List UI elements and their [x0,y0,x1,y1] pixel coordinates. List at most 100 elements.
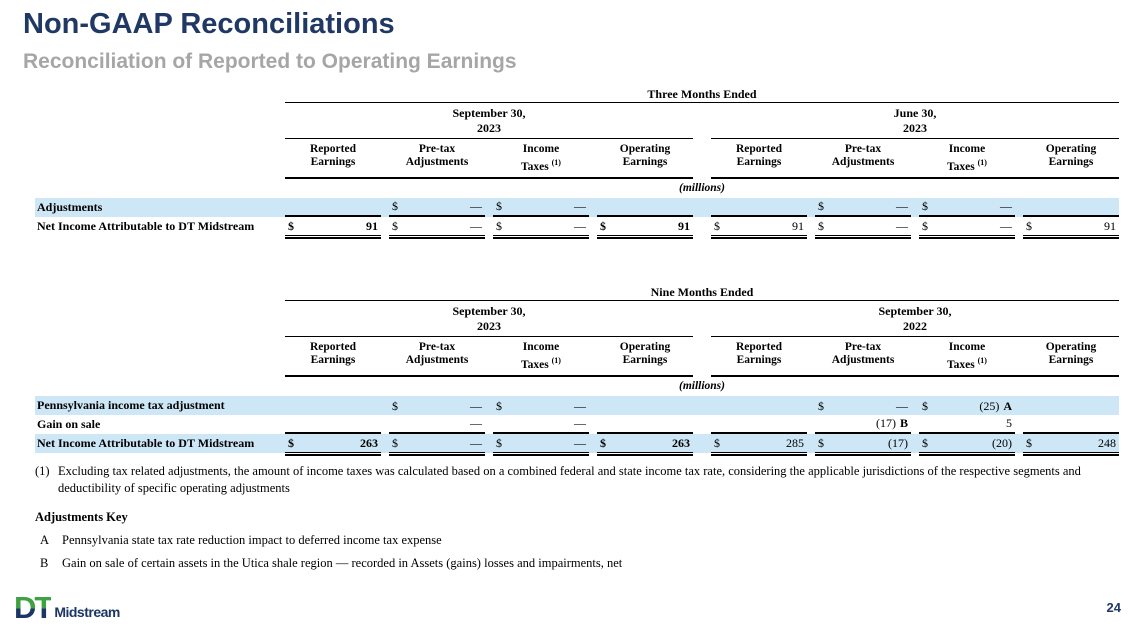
date-line2: 2022 [903,318,927,333]
cell-value: — [574,415,586,430]
row-label: Adjustments [37,199,103,214]
column-header-group-1: Reported Earnings Pre-tax Adjustments Income… [711,337,1119,377]
cell-value-wrap: — [1000,198,1012,215]
value-cell: $ — [389,396,485,415]
cell-value: (20) [992,435,1012,450]
header-line2-text: Earnings [622,156,668,168]
cell-value-wrap: — [574,415,586,432]
currency-symbol: $ [392,398,398,413]
cell-value-wrap: (17) [888,435,908,452]
cell-value-wrap: — [470,435,482,452]
value-cell: $ — [493,217,589,239]
cell-value: 263 [672,435,690,450]
date-group-1: June 30, 2023 [711,103,1119,139]
footnote-superscript: (1) [551,158,561,167]
label-spacer [35,103,285,139]
date-group-row: September 30, 2023 June 30, 2023 [35,103,1119,139]
table-row: Net Income Attributable to DT Midstream $… [35,433,1119,456]
value-cell [1023,415,1119,434]
value-cell: $91 [711,217,807,239]
cell-value: 91 [792,218,804,233]
cell-value-wrap: 91 [1104,218,1116,235]
value-cell: $ (20) [919,434,1015,456]
currency-symbol: $ [600,435,606,450]
cell-value-wrap: 263 [360,435,378,452]
column-header-income: Income Taxes (1) [493,341,589,372]
header-line1: Pre-tax [844,340,882,353]
dt-midstream-logo: DT Midstream [14,592,120,623]
cell-value: — [574,198,586,213]
column-header-pre-tax: Pre-tax Adjustments [815,143,911,174]
cell-value-wrap: — [470,218,482,235]
header-line2-text: Earnings [736,353,782,366]
currency-symbol: $ [922,198,928,213]
value-cell: $ — [919,217,1015,239]
cell-value-wrap: 91 [792,218,804,235]
header-line2: Adjustments [389,156,485,169]
cell-value: — [1000,198,1012,213]
header-line2-text: Earnings [736,156,782,168]
header-line2-text: Earnings [1048,156,1094,168]
header-line2: Taxes (1) [493,156,589,174]
header-line2-text: Adjustments [831,156,895,168]
header-line2-text: Adjustments [405,353,469,366]
header-line2: Earnings [285,156,381,169]
column-header-reported: Reported Earnings [711,143,807,174]
currency-symbol: $ [922,435,928,450]
adjustments-key-b-letter: B [40,555,49,570]
value-cell: $91 [597,217,693,239]
cell-value-wrap: — [896,218,908,235]
header-line1: Income [948,340,986,353]
currency-symbol: $ [288,218,294,233]
currency-symbol: $ [496,198,502,213]
date-group-1: September 30, 2022 [711,301,1119,337]
header-line1: Income [522,143,560,155]
footnote-superscript: (1) [977,355,987,365]
header-line2-text: Earnings [310,156,356,168]
currency-symbol: $ [922,398,928,413]
value-cell: $91 [285,217,381,239]
column-header-operating: Operating Earnings [1023,143,1119,174]
value-cell: 5 [919,415,1015,434]
cell-note: A [1003,398,1012,413]
column-header-row: Reported Earnings Pre-tax Adjustments Income… [35,337,1119,377]
cell-value: — [896,198,908,213]
header-line1: Income [522,340,560,353]
cell-value: (17) [888,435,908,450]
currency-symbol: $ [922,218,928,233]
column-header-group-0: Reported Earnings Pre-tax Adjustments Income… [285,337,693,377]
column-header-reported: Reported Earnings [285,143,381,174]
cell-note: B [899,415,908,430]
header-line1: Reported [736,143,782,155]
value-cell: $ — [493,396,589,415]
value-cell: $ — [815,217,911,239]
header-line2: Adjustments [815,156,911,169]
column-header-reported: Reported Earnings [285,341,381,372]
cell-value-wrap: (25) A [979,398,1012,415]
column-header-row: Reported Earnings Pre-tax Adjustments Income… [35,139,1119,179]
currency-symbol: $ [1026,435,1032,450]
dt-logo-wordmark: Midstream [54,604,120,620]
cell-value-wrap: 5 [1006,415,1012,432]
nine-months-table: Nine Months Ended September 30, 2023 Septem… [35,285,1119,456]
header-line2-text: Taxes [947,358,975,371]
footnote-1-marker: (1) [35,463,50,478]
header-line2: Taxes (1) [493,354,589,372]
cell-value: — [470,398,482,413]
column-header-pre-tax: Pre-tax Adjustments [389,341,485,372]
value-cell: $91 [1023,217,1119,239]
cell-value-wrap: — [574,398,586,415]
table-row: Adjustments $ — $ — $ — $ — [35,197,1119,217]
header-line2: Taxes (1) [919,354,1015,372]
column-header-operating: Operating Earnings [597,341,693,372]
header-line2-text: Earnings [310,353,356,366]
value-cell: $ (25) A [919,396,1015,415]
value-cell [597,198,693,217]
period-title: Three Months Ended [647,87,757,101]
date-group-0: September 30, 2023 [285,301,693,337]
footnote-superscript: (1) [551,355,561,365]
header-line2: Earnings [597,156,693,169]
footnote-1-text: Excluding tax related adjustments, the a… [58,463,1081,495]
column-header-income: Income Taxes (1) [919,341,1015,372]
page-title: Non-GAAP Reconciliations [23,8,395,40]
